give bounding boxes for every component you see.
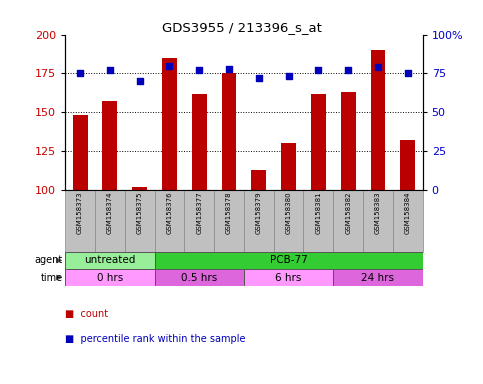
Bar: [274, 190, 303, 252]
Text: GSM158374: GSM158374: [107, 192, 113, 234]
Bar: [155, 269, 244, 286]
Bar: [65, 190, 95, 252]
Bar: [303, 190, 333, 252]
Text: time: time: [41, 273, 63, 283]
Text: GSM158373: GSM158373: [77, 192, 83, 234]
Bar: [281, 143, 296, 190]
Bar: [65, 269, 155, 286]
Bar: [155, 190, 185, 252]
Text: untreated: untreated: [84, 255, 136, 265]
Text: 24 hrs: 24 hrs: [361, 273, 395, 283]
Point: [195, 67, 203, 73]
Bar: [251, 170, 266, 190]
Bar: [341, 92, 355, 190]
Bar: [244, 190, 274, 252]
Text: 0 hrs: 0 hrs: [97, 273, 123, 283]
Text: GSM158379: GSM158379: [256, 192, 262, 234]
Text: agent: agent: [35, 255, 63, 265]
Bar: [400, 140, 415, 190]
Bar: [132, 187, 147, 190]
Bar: [333, 190, 363, 252]
Text: GSM158382: GSM158382: [345, 192, 351, 234]
Bar: [95, 190, 125, 252]
Point: [225, 66, 233, 72]
Text: ■  count: ■ count: [65, 309, 108, 319]
Bar: [393, 190, 423, 252]
Text: GSM158375: GSM158375: [137, 192, 142, 234]
Point: [344, 67, 352, 73]
Text: ■  percentile rank within the sample: ■ percentile rank within the sample: [65, 334, 246, 344]
Bar: [155, 252, 423, 269]
Text: GDS3955 / 213396_s_at: GDS3955 / 213396_s_at: [161, 21, 322, 34]
Bar: [192, 94, 207, 190]
Point: [314, 67, 322, 73]
Bar: [244, 269, 333, 286]
Bar: [370, 50, 385, 190]
Text: 0.5 hrs: 0.5 hrs: [181, 273, 217, 283]
Point: [404, 70, 412, 76]
Bar: [214, 190, 244, 252]
Text: GSM158378: GSM158378: [226, 192, 232, 234]
Point: [106, 67, 114, 73]
Bar: [333, 269, 423, 286]
Text: GSM158381: GSM158381: [315, 192, 321, 234]
Bar: [125, 190, 155, 252]
Bar: [185, 190, 214, 252]
Point: [374, 64, 382, 70]
Point: [166, 63, 173, 69]
Point: [285, 73, 293, 79]
Bar: [102, 101, 117, 190]
Text: GSM158380: GSM158380: [285, 192, 292, 234]
Bar: [65, 252, 155, 269]
Bar: [311, 94, 326, 190]
Text: GSM158377: GSM158377: [196, 192, 202, 234]
Point: [76, 70, 84, 76]
Text: GSM158384: GSM158384: [405, 192, 411, 234]
Text: GSM158383: GSM158383: [375, 192, 381, 234]
Text: PCB-77: PCB-77: [270, 255, 308, 265]
Text: 6 hrs: 6 hrs: [275, 273, 302, 283]
Point: [255, 75, 263, 81]
Bar: [162, 58, 177, 190]
Bar: [72, 115, 87, 190]
Bar: [363, 190, 393, 252]
Point: [136, 78, 143, 84]
Text: GSM158376: GSM158376: [167, 192, 172, 234]
Bar: [222, 73, 237, 190]
